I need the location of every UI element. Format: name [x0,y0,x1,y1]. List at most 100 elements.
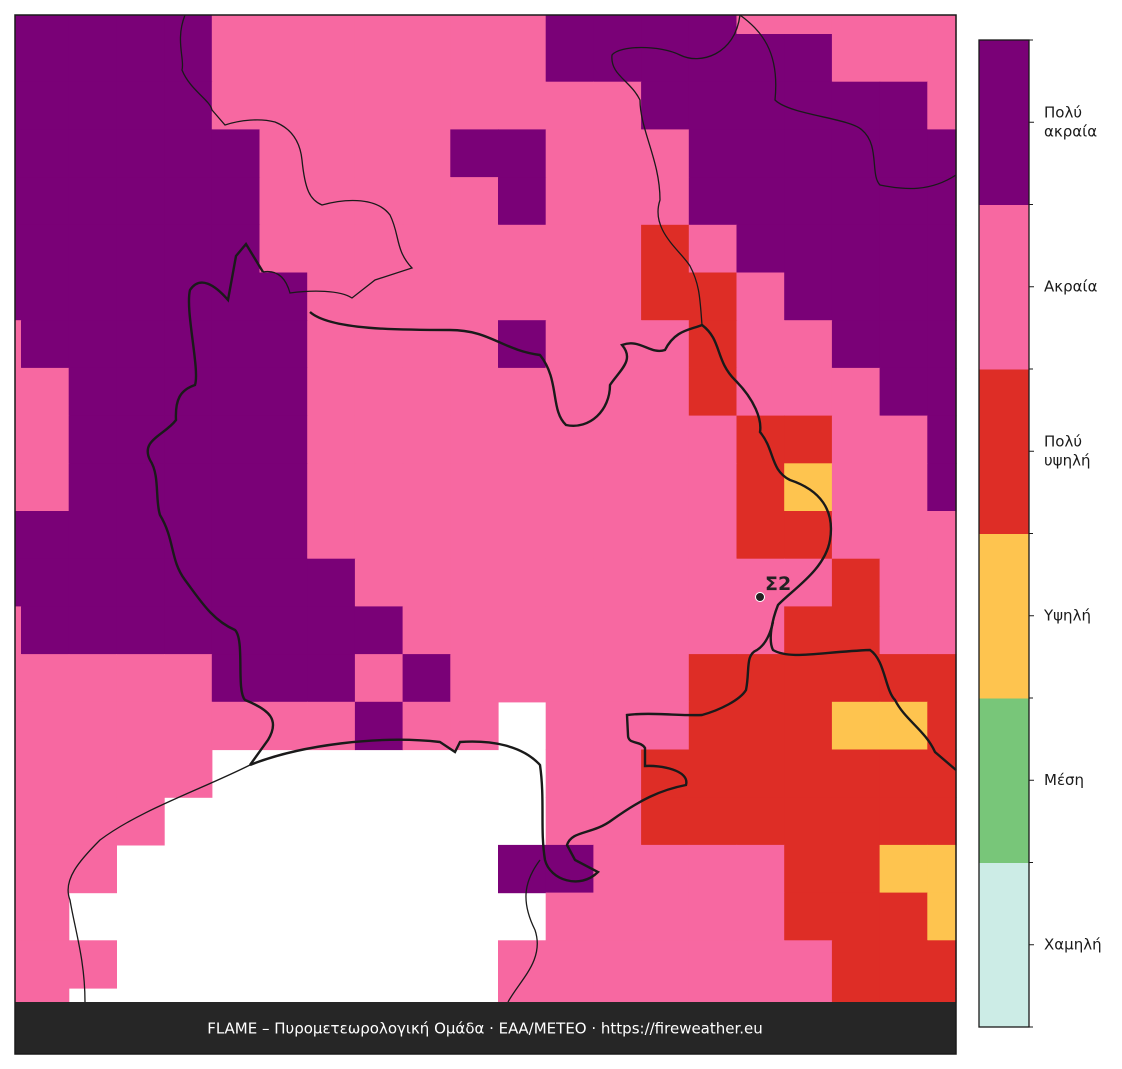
grid-cell [21,511,70,560]
grid-cell [641,654,690,703]
grid-cell [498,511,547,560]
grid-cell [784,606,833,655]
grid-cell [402,415,451,464]
grid-cell [116,367,165,417]
grid-cell [879,463,928,512]
grid-cell [593,749,642,798]
colorbar-label: Χαμηλή [1044,935,1102,953]
grid-cell [15,511,22,560]
grid-cell [354,272,404,321]
grid-cell [784,15,833,35]
grid-cell [545,701,594,751]
grid-cell [307,511,356,560]
grid-cell [736,701,785,751]
grid-cell [307,129,356,178]
station-marker [755,592,765,602]
grid-cell [402,177,451,226]
grid-cell [307,224,356,274]
grid-cell [450,224,499,274]
grid-cell [116,606,165,655]
grid-cell [927,654,957,703]
grid-cell [784,224,833,274]
grid-cell [831,797,881,846]
grid-cell [593,606,642,655]
grid-cell [593,463,642,512]
grid-cell [15,15,22,35]
borders [67,14,957,1003]
grid-cell [927,34,957,83]
grid-cell [688,415,738,464]
grid-cell [641,81,690,130]
grid-cell [927,701,957,751]
grid-cell [593,892,642,941]
grid-cell [450,463,499,512]
grid-cell [164,320,213,369]
grid-cell [545,988,594,1003]
colorbar-label: Υψηλή [1043,606,1091,624]
grid-cell [15,463,22,512]
colorbar-frame [978,39,1030,1028]
grid-cell [593,15,642,35]
grid-cell [688,224,738,274]
grid-cell [21,320,70,369]
grid-cell [116,701,165,751]
grid-cell [784,749,833,798]
grid-cell [211,34,261,83]
grid-cell [688,320,738,369]
grid-cell [354,701,404,751]
grid-cell [784,367,833,417]
grid-cell [688,463,738,512]
grid-cell [831,177,881,226]
grid-cell [21,129,70,178]
grid-cell [927,177,957,226]
grid-cell [116,224,165,274]
grid-cell [545,129,594,178]
grid-cell [354,34,404,83]
grid-cell [15,844,22,894]
grid-cell [545,558,594,607]
grid-cell [307,15,356,35]
grid-cell [15,940,22,989]
grid-cell [21,797,70,846]
grid-cell [736,940,785,989]
grid-cell [307,367,356,417]
grid-cell [68,701,117,751]
grid-cell [164,367,213,417]
grid-cell [402,463,451,512]
grid-cell [68,463,117,512]
grid-cell [545,81,594,130]
grid-cell [593,558,642,607]
grid-cell [450,606,499,655]
grid-cell [784,320,833,369]
colorbar-label: Μέση [1044,771,1084,789]
grid-cell [927,844,957,894]
grid-cell [402,654,451,703]
grid-cell [545,797,594,846]
grid-cell [688,129,738,178]
grid-cell [116,797,165,846]
grid-cell [927,129,957,178]
grid-cell [164,749,213,798]
grid-cell [164,129,213,178]
grid-cell [545,511,594,560]
grid-cell [879,558,928,607]
grid-cell [21,415,70,464]
footer-bar [15,1002,956,1054]
grid-cell [15,797,22,846]
grid-cell [68,844,117,894]
border [179,14,414,299]
grid-cell [641,606,690,655]
grid-cell [831,701,881,751]
grid-cell [211,129,261,178]
grid-cell [879,177,928,226]
grid-cell [784,272,833,321]
colorbar-segment [979,533,1029,699]
grid-cell [259,606,308,655]
grid-cell [879,940,928,989]
colorbar-segment [979,40,1029,205]
grid-cell [21,463,70,512]
grid-cell [164,511,213,560]
grid-cell [831,81,881,130]
grid-cell [545,844,594,894]
